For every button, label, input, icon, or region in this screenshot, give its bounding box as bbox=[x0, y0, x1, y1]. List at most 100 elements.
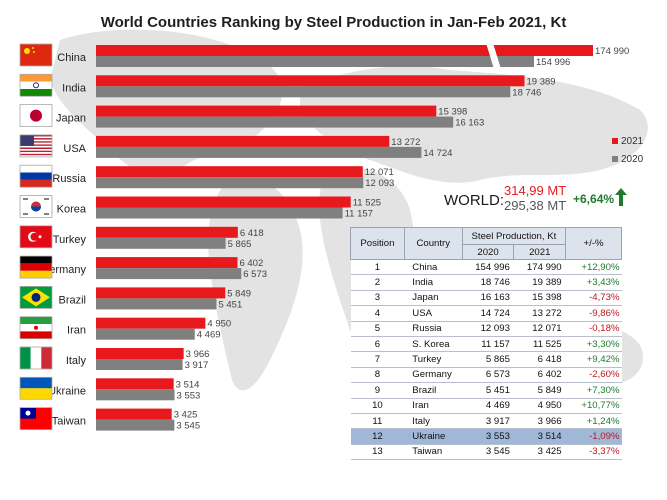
cell-country: Russia bbox=[404, 321, 463, 337]
cell-country: Brazil bbox=[404, 382, 463, 399]
data-label-2021: 13 272 bbox=[391, 137, 420, 148]
bar-2020-japan bbox=[96, 116, 454, 128]
header-change: +/-% bbox=[565, 227, 622, 260]
bar-2020-germany bbox=[96, 268, 242, 280]
cell-country: Italy bbox=[404, 413, 463, 430]
india-flag-icon bbox=[19, 73, 53, 97]
header-position: Position bbox=[350, 227, 405, 260]
legend-item-2021: 2021 bbox=[612, 136, 643, 147]
cell-change: -2,60% bbox=[565, 367, 622, 384]
table-row: 13 Taiwan 3 545 3 425 -3,37% bbox=[350, 444, 622, 461]
cell-country: Turkey bbox=[404, 351, 463, 368]
iran-flag-icon bbox=[19, 316, 53, 340]
cell-position: 11 bbox=[350, 413, 405, 430]
bar-2021-italy bbox=[96, 348, 184, 359]
cell-change: -3,37% bbox=[565, 444, 622, 461]
cell-2020: 5 865 bbox=[462, 351, 514, 368]
data-label-2020: 154 996 bbox=[536, 57, 570, 68]
usa-flag-icon bbox=[19, 134, 53, 158]
bar-2021-ukraine bbox=[96, 378, 174, 390]
data-label-2021: 6 418 bbox=[240, 228, 264, 239]
cell-change: +1,24% bbox=[565, 413, 622, 430]
ukraine-flag-icon bbox=[19, 376, 53, 400]
legend-label-2020: 2020 bbox=[621, 154, 644, 165]
cell-2021: 3 966 bbox=[513, 413, 566, 430]
table-row: 3 Japan 16 163 15 398 -4,73% bbox=[350, 290, 622, 307]
cell-2020: 3 553 bbox=[462, 428, 514, 445]
legend-swatch-2021 bbox=[612, 138, 618, 144]
russia-flag-icon bbox=[19, 164, 53, 188]
cell-2020: 4 469 bbox=[462, 398, 514, 414]
axis-break-marker bbox=[486, 43, 501, 69]
data-label-2020: 5 451 bbox=[218, 299, 242, 310]
taiwan-flag-icon bbox=[19, 407, 53, 431]
cell-position: 6 bbox=[350, 336, 405, 353]
data-label-2021: 19 389 bbox=[526, 76, 555, 87]
cell-2020: 154 996 bbox=[462, 259, 514, 276]
table-row: 6 S. Korea 11 157 11 525 +3,30% bbox=[350, 336, 622, 353]
cell-position: 13 bbox=[350, 444, 405, 461]
bar-2021-india bbox=[96, 75, 525, 87]
cell-2020: 5 451 bbox=[462, 382, 514, 399]
cell-2020: 18 746 bbox=[462, 274, 514, 291]
data-label-2020: 14 724 bbox=[423, 148, 452, 159]
category-label: USA bbox=[63, 143, 86, 155]
data-label-2020: 11 157 bbox=[345, 209, 373, 220]
china-flag-icon bbox=[19, 43, 53, 67]
cell-2021: 19 389 bbox=[513, 274, 566, 291]
table-row: 4 USA 14 724 13 272 -9,86% bbox=[350, 305, 622, 322]
cell-2020: 3 917 bbox=[462, 413, 514, 430]
cell-2020: 3 545 bbox=[462, 444, 514, 461]
cell-2021: 13 272 bbox=[513, 305, 566, 322]
arrow-up-icon bbox=[615, 188, 627, 206]
bar-2021-usa bbox=[96, 135, 390, 147]
cell-country: Germany bbox=[404, 367, 463, 384]
cell-position: 5 bbox=[350, 321, 405, 337]
cell-position: 9 bbox=[350, 382, 405, 399]
bar-2020-s-korea bbox=[96, 207, 343, 219]
italy-flag-icon bbox=[19, 346, 53, 370]
cell-country: China bbox=[404, 259, 463, 276]
bar-2020-usa bbox=[96, 146, 422, 158]
japan-flag-icon bbox=[19, 104, 53, 127]
table-row: 11 Italy 3 917 3 966 +1,24% bbox=[350, 413, 622, 430]
data-label-2020: 6 573 bbox=[243, 269, 267, 280]
data-label-2021: 3 425 bbox=[174, 410, 198, 421]
bar-2020-russia bbox=[96, 177, 364, 189]
cell-change: -9,86% bbox=[565, 305, 622, 322]
table-row: 12 Ukraine 3 553 3 514 -1,09% bbox=[350, 428, 622, 445]
world-value-2020: 295,38 MT bbox=[504, 198, 567, 213]
header-steel-production: Steel Production, Kt bbox=[461, 227, 567, 245]
category-label: India bbox=[62, 82, 87, 94]
category-label: Ukraine bbox=[48, 385, 86, 397]
cell-position: 1 bbox=[350, 259, 405, 276]
data-label-2021: 15 398 bbox=[438, 107, 467, 118]
cell-2021: 11 525 bbox=[513, 336, 566, 353]
cell-country: India bbox=[404, 274, 463, 291]
legend-item-2020: 2020 bbox=[612, 154, 643, 165]
category-label: Brazil bbox=[58, 294, 86, 306]
cell-change: +10,77% bbox=[565, 398, 622, 414]
header-country: Country bbox=[403, 227, 463, 260]
cell-2021: 6 402 bbox=[513, 367, 566, 384]
category-label: Iran bbox=[67, 325, 86, 337]
data-label-2020: 5 865 bbox=[228, 239, 252, 250]
table-row: 1 China 154 996 174 990 +12,90% bbox=[350, 259, 622, 276]
table-row: 10 Iran 4 469 4 950 +10,77% bbox=[350, 398, 622, 414]
cell-2021: 174 990 bbox=[513, 259, 566, 276]
data-label-2020: 3 553 bbox=[177, 390, 201, 401]
cell-change: +12,90% bbox=[565, 259, 622, 276]
category-label: Russia bbox=[52, 173, 87, 185]
data-label-2020: 3 545 bbox=[176, 421, 200, 432]
bar-2021-brazil bbox=[96, 287, 226, 299]
cell-2021: 5 849 bbox=[513, 382, 566, 399]
data-label-2021: 3 514 bbox=[176, 379, 200, 390]
data-label-2021: 4 950 bbox=[207, 319, 231, 330]
world-value-2021: 314,99 MT bbox=[504, 183, 567, 198]
cell-change: -4,73% bbox=[565, 290, 622, 307]
category-label: Turkey bbox=[53, 234, 87, 246]
data-label-2021: 6 402 bbox=[239, 258, 263, 269]
bar-2020-china bbox=[96, 56, 534, 67]
bar-2021-russia bbox=[96, 166, 363, 178]
